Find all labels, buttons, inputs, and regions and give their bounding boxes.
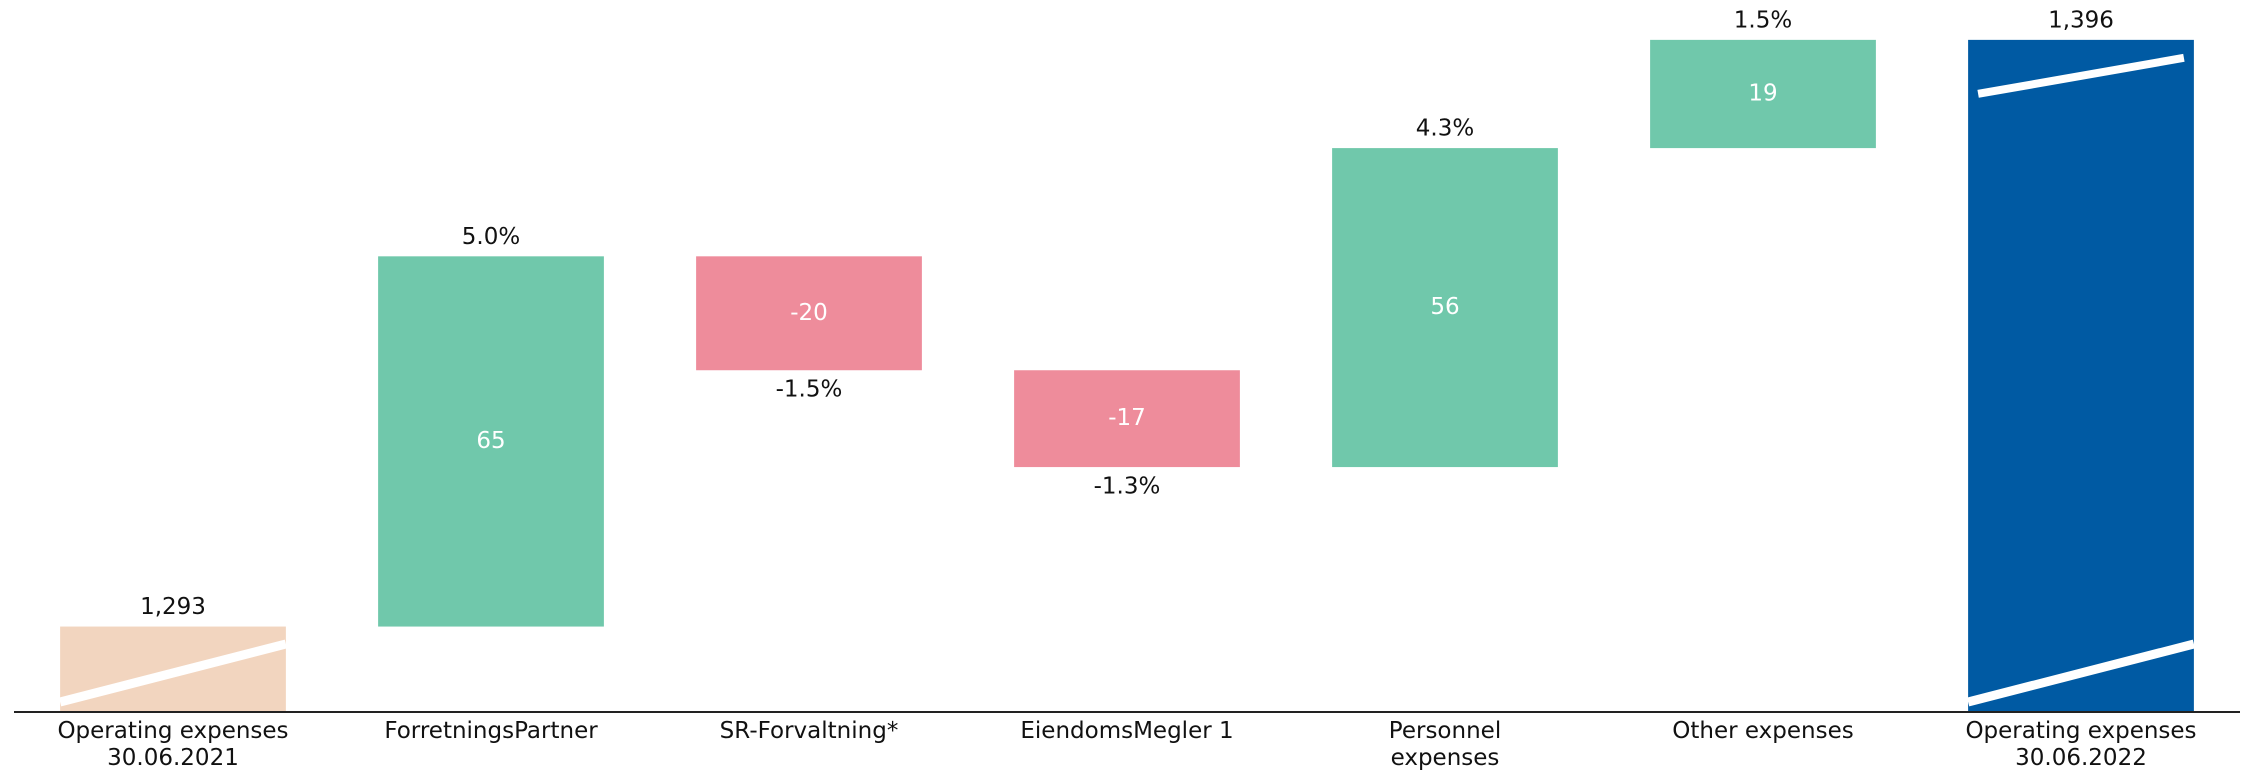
bar-value-label: -20 [790, 300, 828, 326]
x-tick-label: Other expenses [1672, 718, 1854, 744]
percent-label: -1.3% [1094, 474, 1161, 500]
percent-label: 5.0% [462, 224, 520, 250]
percent-label: 1.5% [1734, 7, 1792, 33]
axis-break [1977, 53, 2185, 98]
x-tick-label: Operating expenses 30.06.2021 [57, 718, 289, 771]
bar [1650, 39, 1876, 149]
axis-break [1966, 639, 2196, 707]
bar [1014, 370, 1240, 468]
x-tick-label: EiendomsMegler 1 [1020, 718, 1234, 744]
percent-label: 4.3% [1416, 116, 1474, 142]
bar-value-label: 65 [476, 428, 505, 454]
bar-value-label: 56 [1430, 294, 1459, 320]
total-label: 1,396 [2048, 7, 2114, 33]
bar-value-label: -17 [1108, 405, 1146, 431]
x-tick-label: SR-Forvaltning* [719, 718, 899, 744]
x-tick-label: Personnel expenses [1388, 718, 1502, 771]
bar [1332, 148, 1558, 468]
axis-break [58, 639, 288, 707]
bar-value-label: 19 [1748, 80, 1777, 106]
bar [1968, 39, 2194, 712]
bar [378, 256, 604, 627]
x-tick-label: ForretningsPartner [384, 718, 598, 744]
total-label: 1,293 [140, 594, 206, 620]
bar [696, 256, 922, 371]
x-tick-label: Operating expenses 30.06.2022 [1965, 718, 2197, 771]
percent-label: -1.5% [776, 377, 843, 403]
